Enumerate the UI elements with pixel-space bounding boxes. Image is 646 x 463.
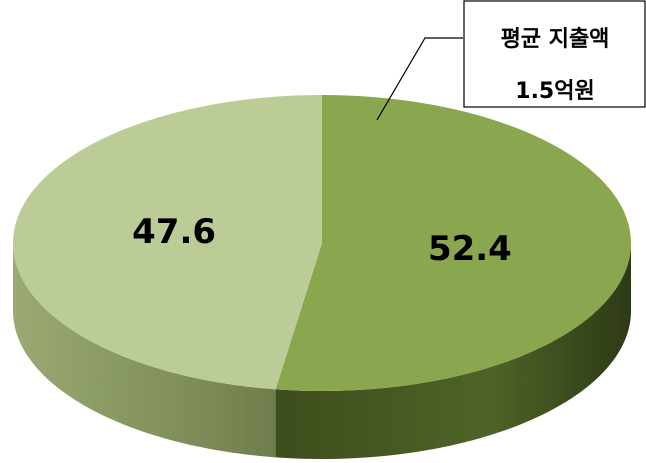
annotation-text: 1.5억원 [515,79,594,104]
data-label: 52.4 [428,229,512,269]
annotation-box [463,0,646,108]
pie-side [13,243,276,458]
data-label: 47.6 [132,212,216,252]
pie-slice [275,95,631,391]
annotation-text: 평균 지출액 [501,27,610,52]
annotation-leader [376,37,463,121]
pie-slice [13,95,322,390]
pie: 52.4 47.6 [13,95,631,459]
pie-side [275,243,631,459]
